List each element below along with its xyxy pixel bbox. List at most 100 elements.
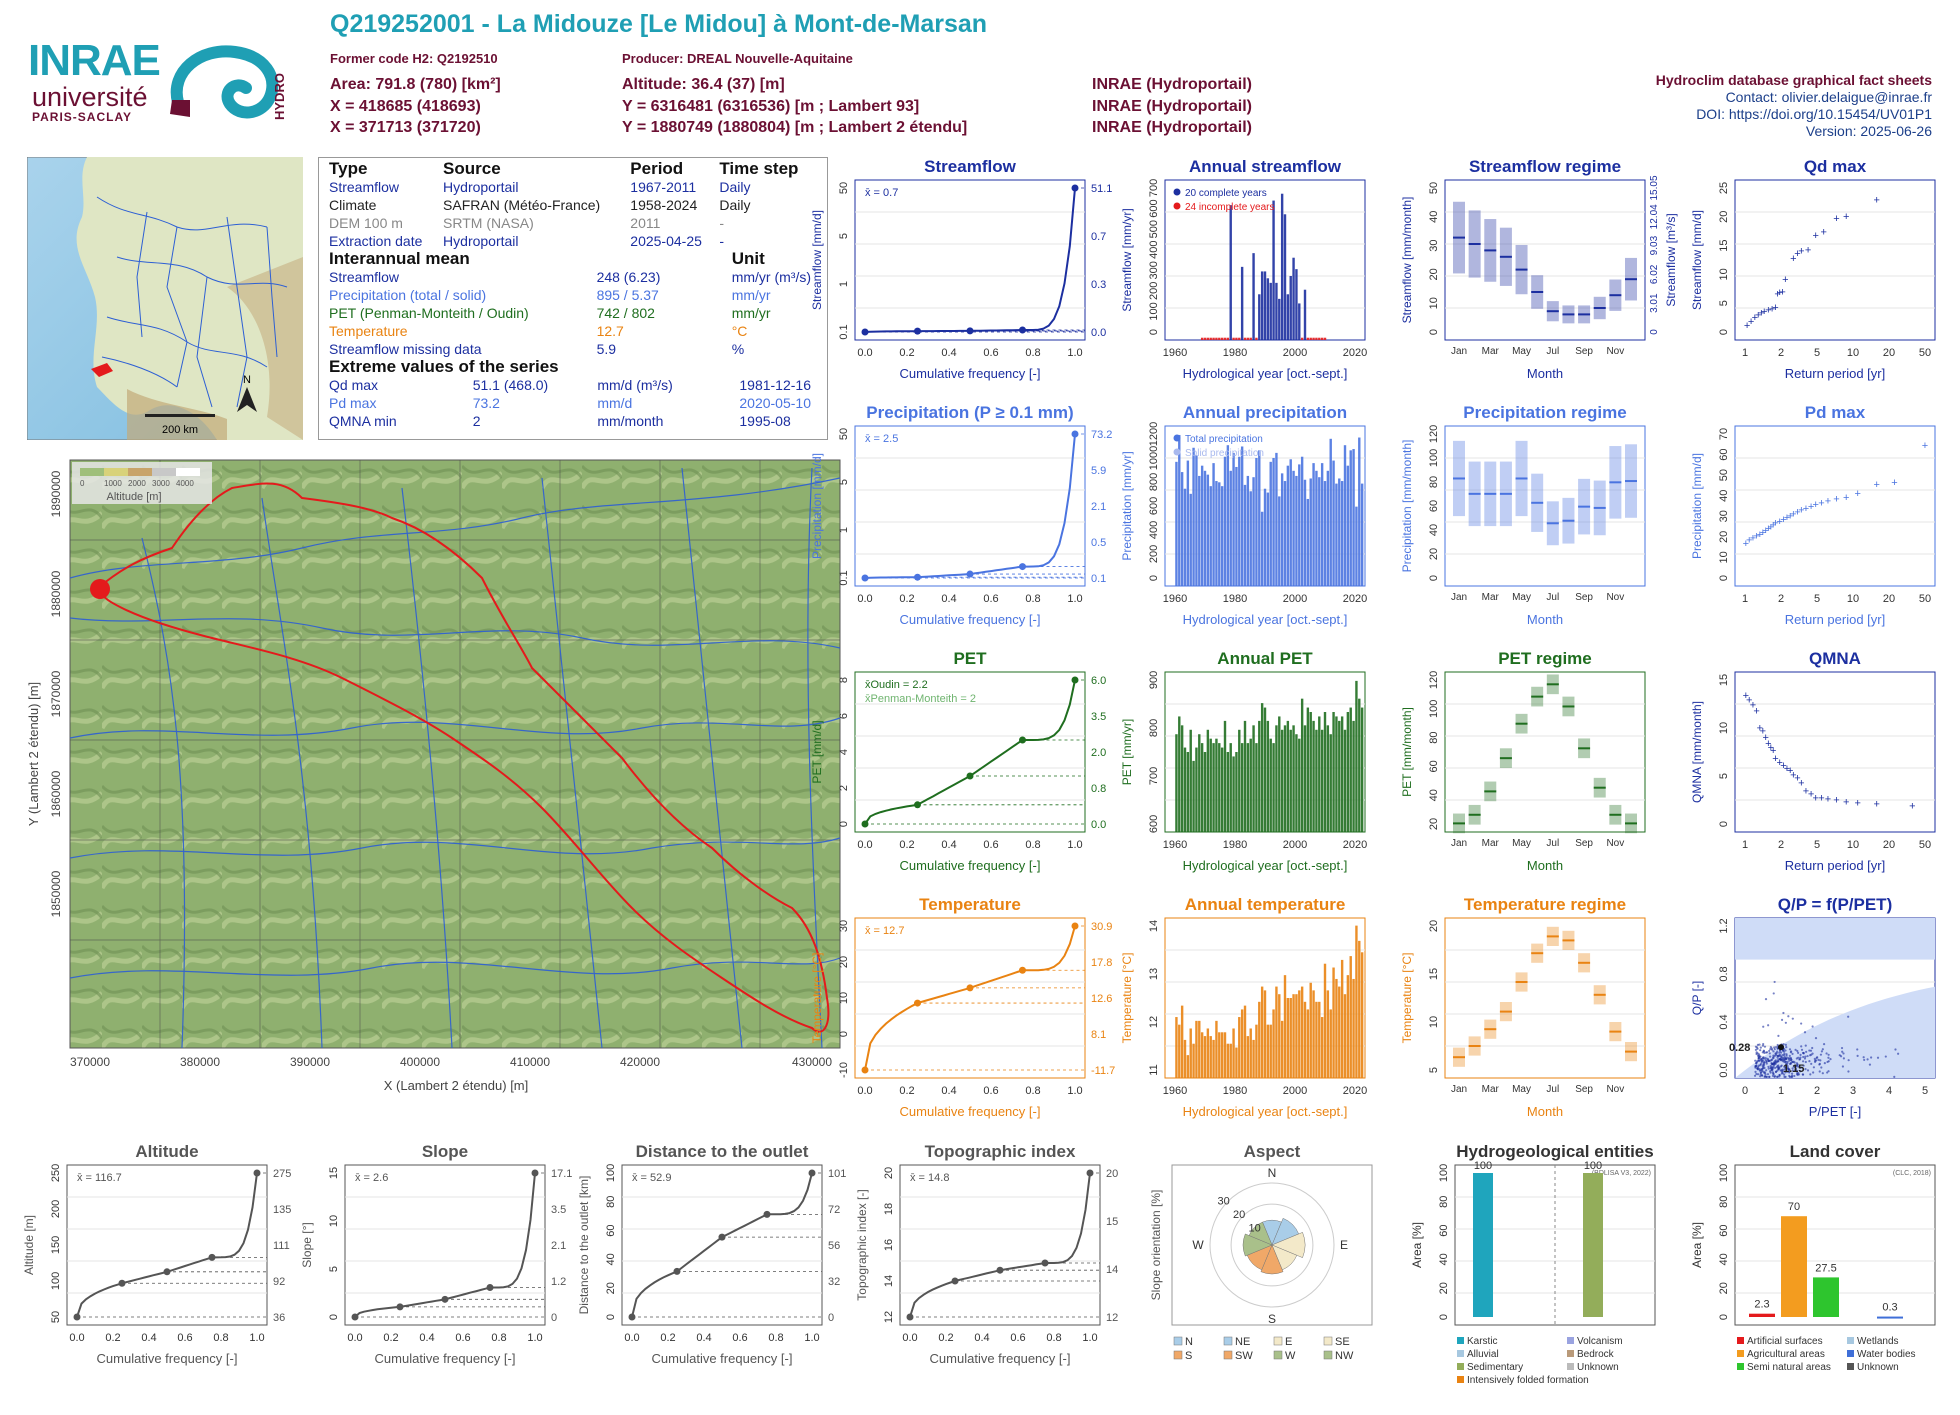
pd_max-point: + bbox=[1922, 440, 1928, 452]
pet_regime-y-tick: 100 bbox=[1428, 700, 1440, 718]
temperature-title: Temperature bbox=[919, 895, 1021, 914]
altitude-frame bbox=[66, 1164, 268, 1326]
qp_ppet-point bbox=[1773, 1060, 1777, 1063]
qp_ppet-point bbox=[1785, 1053, 1788, 1056]
qp_ppet-point bbox=[1856, 1048, 1859, 1051]
catchment-boundary bbox=[96, 482, 830, 1033]
qp_ppet-point bbox=[1762, 1063, 1766, 1066]
altitude-x-tick: 0.4 bbox=[141, 1332, 156, 1344]
pd_max-point: + bbox=[1891, 477, 1897, 489]
qp_ppet-point bbox=[1761, 1064, 1764, 1068]
topo_index-x-tick: 0.2 bbox=[938, 1332, 953, 1344]
annual_temperature-bar bbox=[1286, 998, 1290, 1078]
qp_ppet-point bbox=[1776, 1075, 1779, 1078]
extreme-date: 1981-12-16 bbox=[739, 377, 811, 393]
table-row: Streamflow missing data 5.9% bbox=[329, 340, 817, 358]
qp_ppet-point bbox=[1778, 1073, 1781, 1077]
qp_ppet-point bbox=[1804, 1068, 1807, 1071]
qp_ppet-point bbox=[1787, 1068, 1791, 1071]
qmna-point: + bbox=[1743, 690, 1749, 702]
topo_index-title: Topographic index bbox=[925, 1142, 1076, 1161]
qp_ppet-point bbox=[1810, 1053, 1813, 1056]
qd_max-point: + bbox=[1821, 227, 1827, 239]
qp_ppet-point bbox=[1783, 1052, 1786, 1055]
annual_streamflow-bar bbox=[1229, 205, 1232, 340]
qmna-y-tick: 5 bbox=[1718, 773, 1730, 779]
annual_temperature-bar bbox=[1326, 990, 1330, 1078]
annual_precipitation-bar bbox=[1352, 449, 1355, 586]
altitude-title: Altitude bbox=[135, 1142, 198, 1161]
pd_max-y-tick: 20 bbox=[1718, 531, 1730, 543]
annual_streamflow-bar bbox=[1235, 337, 1238, 340]
qp_ppet-point bbox=[1777, 1034, 1780, 1037]
qp_ppet-point bbox=[1768, 1075, 1771, 1078]
qmna-point: + bbox=[1813, 792, 1819, 804]
src-area: INRAE (Hydroportail) bbox=[1092, 76, 1252, 93]
pet-x-tick: 0.0 bbox=[857, 839, 872, 851]
annual_precipitation-y-tick: 1200 bbox=[1148, 422, 1160, 446]
qp_ppet-point bbox=[1762, 1050, 1766, 1053]
hydrogeology-bar bbox=[1583, 1173, 1603, 1317]
qd_max-x-label: Return period [yr] bbox=[1785, 366, 1885, 381]
row-step: Daily bbox=[719, 179, 751, 195]
pd_max-point: + bbox=[1803, 503, 1809, 515]
qd_max-title: Qd max bbox=[1804, 157, 1867, 176]
annual_temperature-bar bbox=[1300, 986, 1304, 1078]
qp_ppet-point bbox=[1767, 1065, 1770, 1068]
qp_ppet-point bbox=[1809, 1054, 1812, 1057]
qp_ppet-point bbox=[1788, 1075, 1791, 1078]
annual_temperature-bar bbox=[1200, 1032, 1204, 1078]
annual_temperature-bar bbox=[1246, 1036, 1250, 1078]
producer: Producer: DREAL Nouvelle-Aquitaine bbox=[622, 51, 853, 66]
annual_streamflow-bar bbox=[1320, 337, 1324, 340]
qp_ppet-point bbox=[1790, 1075, 1793, 1078]
contact-link[interactable]: Contact: olivier.delaigue@inrae.fr bbox=[1725, 89, 1932, 105]
temperature_regime-box bbox=[1546, 926, 1559, 946]
qp_ppet-point bbox=[1791, 1017, 1794, 1020]
annual_streamflow-bar bbox=[1232, 337, 1235, 340]
qp_ppet-y-tick: 1.2 bbox=[1718, 918, 1730, 933]
annual_streamflow-plot: Annual streamflow Hydrological year [oct.… bbox=[1120, 157, 1367, 381]
pet_regime-box bbox=[1531, 686, 1544, 707]
qmna-point: + bbox=[1784, 763, 1790, 775]
annual_temperature-x-label: Hydrological year [oct.-sept.] bbox=[1183, 1104, 1348, 1119]
streamflow-quantile-point bbox=[861, 328, 869, 336]
france-mini-map: 200 km N bbox=[27, 157, 303, 440]
annual_precipitation-bar bbox=[1338, 478, 1341, 586]
qmna-point: + bbox=[1780, 760, 1786, 772]
qp_ppet-point bbox=[1762, 1057, 1766, 1060]
aspect-sector bbox=[1260, 1244, 1284, 1275]
qd_max-point: + bbox=[1843, 211, 1849, 223]
qp_ppet-point bbox=[1866, 1058, 1869, 1061]
annual_streamflow-bar bbox=[1269, 282, 1272, 340]
annual_precipitation-bar bbox=[1303, 479, 1307, 586]
qp_ppet-point bbox=[1801, 1073, 1804, 1076]
streamflow_regime-box bbox=[1531, 275, 1544, 309]
qp_ppet-point bbox=[1759, 1063, 1762, 1067]
annual_precipitation-bar bbox=[1320, 463, 1324, 586]
precipitation-quantile-point bbox=[1019, 563, 1026, 571]
doi-link[interactable]: DOI: https://doi.org/10.15454/UV01P1 bbox=[1696, 106, 1932, 122]
annual_pet-chart: Annual PET Hydrological year [oct.-sept.]… bbox=[1120, 649, 1367, 873]
slope-y-label: Slope [°] bbox=[300, 1222, 314, 1268]
annual_pet-bar bbox=[1338, 720, 1341, 832]
aspect-sector bbox=[1242, 1233, 1273, 1257]
qp_ppet-point bbox=[1775, 1051, 1778, 1055]
x-l93: X = 418685 (418693) bbox=[330, 98, 481, 115]
table-row: Temperature 12.7 °C bbox=[329, 322, 817, 340]
qp_ppet-point bbox=[1862, 1056, 1865, 1059]
qp_ppet-point bbox=[1781, 1072, 1784, 1075]
pet_regime-box bbox=[1578, 738, 1591, 759]
qd_max-frame bbox=[1734, 179, 1936, 341]
topo_index-y-tick: 14 bbox=[883, 1275, 895, 1287]
qp_ppet-point bbox=[1755, 1052, 1758, 1056]
y-l93: Y = 6316481 (6316536) [m ; Lambert 93] bbox=[622, 98, 920, 115]
qp_ppet-point bbox=[1788, 1062, 1792, 1066]
qp_ppet-point bbox=[1784, 1071, 1787, 1074]
scale-label: 200 km bbox=[162, 424, 198, 436]
extreme-unit: mm/d bbox=[597, 395, 633, 411]
annual_precipitation-bar bbox=[1243, 484, 1247, 586]
pd_max-point: + bbox=[1780, 514, 1786, 526]
qmna-point: + bbox=[1790, 770, 1796, 782]
annual_pet-y-label: PET [mm/yr] bbox=[1120, 719, 1134, 785]
